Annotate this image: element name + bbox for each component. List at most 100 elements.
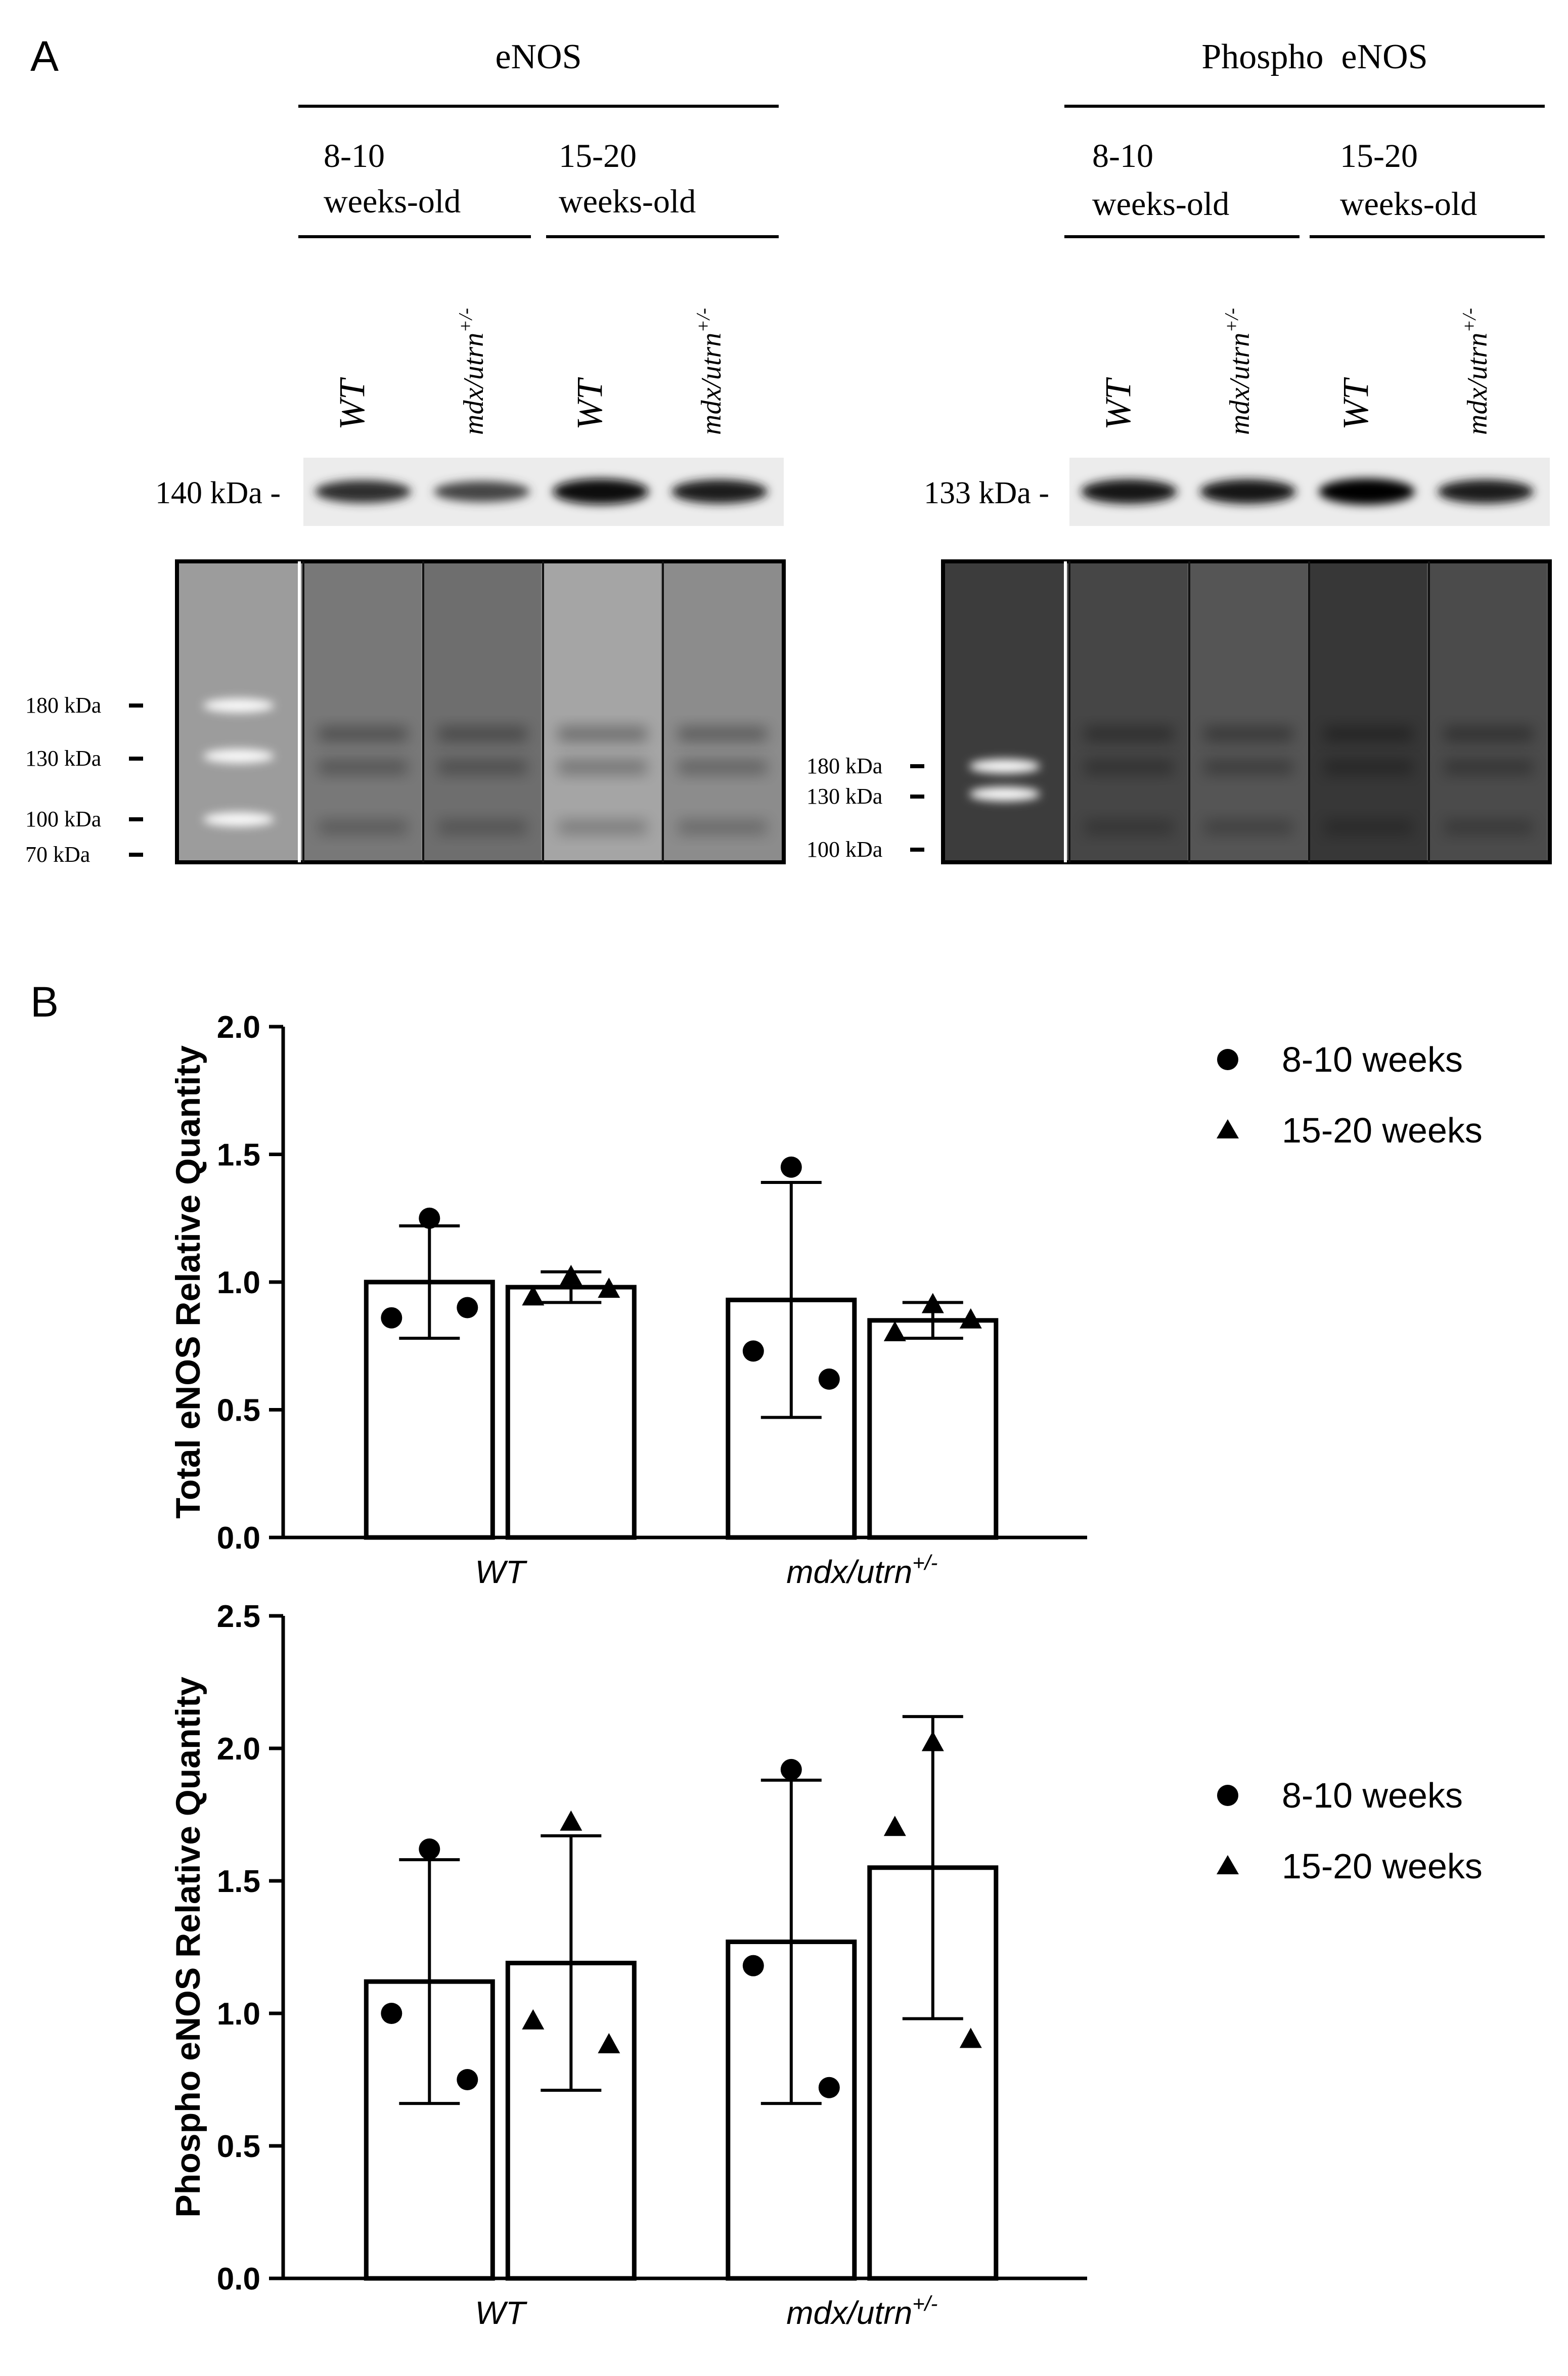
band [434, 481, 530, 502]
band [1438, 479, 1534, 504]
gel-lane [423, 563, 541, 860]
band [553, 478, 649, 505]
smear-band [1324, 727, 1413, 741]
x-tick-superscript: +/- [912, 2292, 937, 2315]
ladder-band [203, 698, 274, 713]
ladder-label: 100 kDa [25, 807, 101, 831]
enos-group1-line2: weeks-old [324, 183, 461, 220]
lane-label: WT [332, 377, 372, 430]
data-point [742, 1955, 764, 1976]
gel-lane [543, 563, 661, 860]
chart-2: 0.0 0.5 1.0 1.5 2.0 2.5 Phospho eNOS Relative … [169, 1599, 1483, 2331]
lane-label: mdx/utrn+/- [455, 308, 489, 435]
bar [505, 1285, 637, 1540]
smear-band [1085, 820, 1173, 834]
phospho-title: Phospho eNOS [1201, 37, 1427, 76]
data-point [381, 1307, 402, 1329]
x-tick-superscript: +/- [912, 1551, 937, 1574]
x-tick-label: WT [475, 1554, 527, 1590]
smear-band [558, 760, 647, 774]
x-tick-label: mdx/utrn+/- [786, 1551, 937, 1590]
x-tick-label: WT [475, 2295, 527, 2331]
lane-label: WT [1335, 377, 1376, 430]
legend-triangle-marker [1217, 1119, 1239, 1138]
y-tick-label: 1.5 [217, 1864, 260, 1899]
smear-band [558, 820, 647, 834]
y-tick-label: 2.5 [217, 1599, 260, 1634]
data-point [921, 1731, 944, 1751]
band [671, 479, 768, 504]
ladder-band [969, 759, 1040, 773]
legend: 8-10 weeks 15-20 weeks [1217, 1040, 1483, 1150]
lane-label-superscript: +/- [693, 308, 714, 333]
ladder-band [203, 749, 274, 763]
gel-lane [1429, 563, 1547, 860]
data-point [598, 2033, 620, 2053]
smear-band [1324, 820, 1413, 834]
lane-label-superscript: +/- [1459, 308, 1480, 333]
band [315, 480, 411, 503]
western-blots: WT mdx/utrn+/- WT mdx/utrn+/- 180 kDa 130 kDa… [25, 308, 1552, 867]
enos-group1-line1: 8-10 [324, 138, 385, 174]
data-point [457, 2069, 478, 2090]
smear-band [678, 820, 767, 834]
ladder-lane [945, 563, 1064, 860]
data-point [522, 1285, 545, 1306]
ladder-band [969, 787, 1040, 801]
ladder-label: 180 kDa [25, 693, 101, 718]
gel-lane [1189, 563, 1307, 860]
smear-band [1085, 727, 1173, 741]
ladder-tick [910, 848, 924, 852]
phospho-group2-line2: weeks-old [1340, 186, 1477, 223]
ladder-band [203, 812, 274, 826]
y-tick-label: 2.0 [217, 1732, 260, 1767]
gel-lane [1069, 563, 1187, 860]
y-tick-label: 1.5 [217, 1138, 260, 1173]
data-point [818, 2077, 840, 2098]
ladder-tick [129, 703, 143, 708]
legend-triangle-marker [1217, 1855, 1239, 1874]
band [1081, 479, 1177, 504]
data-point [818, 1368, 840, 1390]
lane-label: mdx/utrn+/- [1221, 308, 1256, 435]
smear-band [1444, 727, 1533, 741]
gel-lane [303, 563, 421, 860]
data-point [742, 1340, 764, 1362]
legend-label: 15-20 weeks [1282, 1111, 1483, 1150]
gel-lane [1309, 563, 1427, 860]
data-point [780, 1156, 802, 1178]
y-axis-label: Total eNOS Relative Quantity [169, 1045, 207, 1519]
enos-group2-line2: weeks-old [559, 183, 696, 220]
legend-circle-marker [1217, 1049, 1238, 1070]
ladder-tick [129, 817, 143, 821]
enos-band-marker: 140 kDa - [155, 476, 281, 510]
smear-band [1444, 820, 1533, 834]
band [1319, 478, 1415, 505]
data-point [921, 1293, 944, 1313]
data-point [883, 1816, 906, 1836]
y-tick-label: 0.5 [217, 2129, 260, 2164]
panel-a-label: A [30, 32, 59, 80]
data-point [381, 2003, 402, 2024]
bar-charts: 0.0 0.5 1.0 1.5 2.0 Total eNOS Relative Quant… [169, 1010, 1483, 2331]
data-point [419, 1207, 440, 1229]
smear-band [319, 760, 407, 774]
data-point [959, 2028, 982, 2048]
lane-label: WT [1098, 377, 1138, 430]
lane-label-superscript: +/- [455, 308, 476, 333]
enos-title: eNOS [495, 37, 581, 76]
y-axis-label: Phospho eNOS Relative Quantity [169, 1677, 207, 2217]
phospho-group1-line1: 8-10 [1092, 138, 1153, 174]
y-tick-label: 0.5 [217, 1393, 260, 1428]
legend-label: 15-20 weeks [1282, 1846, 1483, 1886]
smear-band [678, 727, 767, 741]
phospho-group1-line2: weeks-old [1092, 186, 1229, 223]
ladder-tick [910, 764, 924, 768]
legend-circle-marker [1217, 1785, 1238, 1806]
smear-band [438, 727, 527, 741]
smear-band [1444, 760, 1533, 774]
enos-group2-line1: 15-20 [559, 138, 637, 174]
smear-band [1204, 727, 1293, 741]
smear-band [1204, 760, 1293, 774]
data-point [959, 1308, 982, 1329]
